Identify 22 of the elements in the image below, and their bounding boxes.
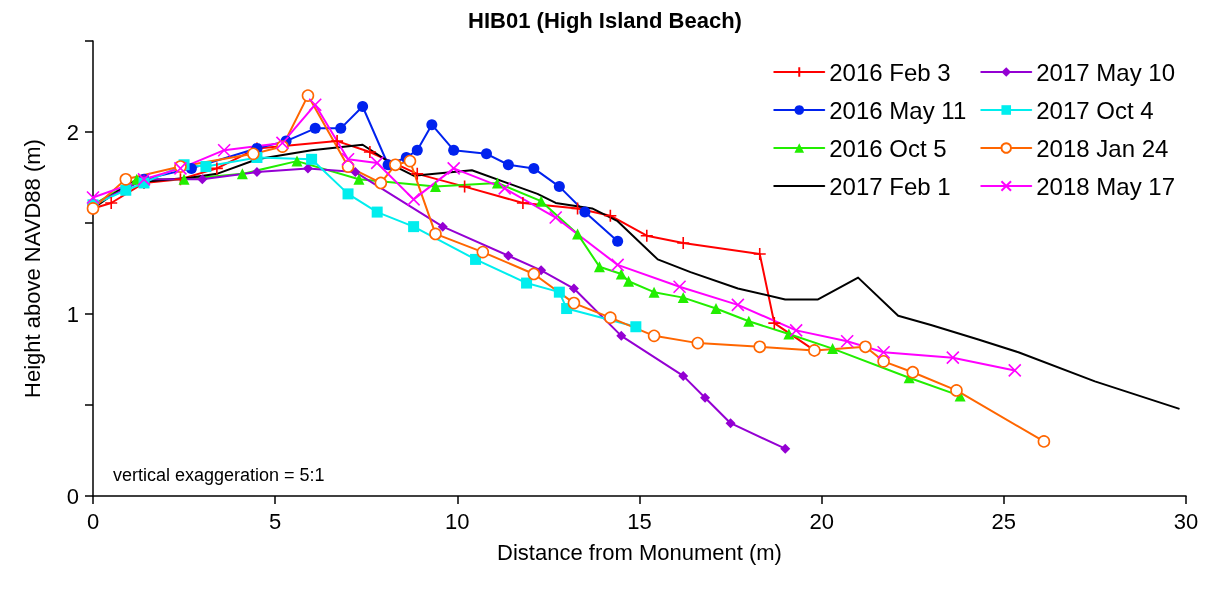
legend-label: 2016 Feb 3: [829, 58, 951, 86]
annotation: vertical exaggeration = 5:1: [113, 465, 325, 485]
y-tick-label: 2: [66, 119, 79, 145]
x-tick-label: 0: [86, 508, 100, 534]
legend-label: 2017 Oct 4: [1036, 96, 1154, 124]
y-axis-title: Height above NAVD88 (m): [19, 139, 45, 398]
x-tick-label: 20: [809, 508, 834, 534]
legend-label: 2017 Feb 1: [829, 172, 951, 200]
legend-label: 2016 Oct 5: [829, 134, 947, 162]
x-tick-label: 25: [991, 508, 1017, 534]
x-tick-label: 30: [1173, 508, 1199, 534]
legend-label: 2016 May 11: [829, 96, 967, 124]
x-tick-label: 5: [269, 508, 282, 534]
y-tick-label: 0: [66, 483, 79, 509]
y-tick-label: 1: [66, 301, 79, 327]
legend-label: 2018 Jan 24: [1036, 134, 1169, 162]
x-tick-label: 15: [627, 508, 652, 534]
legend-label: 2017 May 10: [1036, 58, 1175, 86]
legend-label: 2018 May 17: [1036, 172, 1175, 200]
x-tick-label: 10: [445, 508, 470, 534]
chart-title: HIB01 (High Island Beach): [468, 7, 742, 33]
x-axis-title: Distance from Monument (m): [497, 539, 782, 565]
